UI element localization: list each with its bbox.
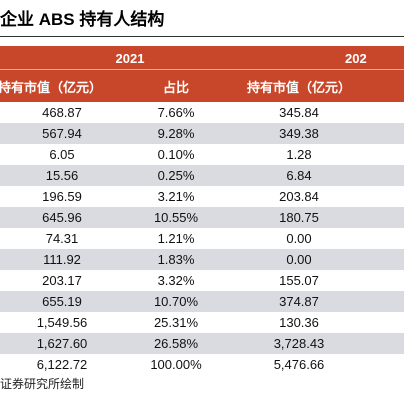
cell-share: 3.21% bbox=[157, 189, 195, 204]
table-row: 468.87 7.66% 345.84 bbox=[0, 102, 404, 123]
cell-holding-value-2021: 655.19 bbox=[42, 294, 82, 309]
table-row: 15.56 0.25% 6.84 bbox=[0, 165, 404, 186]
cell-holding-value-next: 5,476.66 bbox=[273, 357, 325, 372]
table-row: 74.31 1.21% 0.00 bbox=[0, 228, 404, 249]
cell-holding-value-next: 349.38 bbox=[279, 126, 319, 141]
cell-holding-value-next: 0.00 bbox=[286, 231, 312, 246]
cell-share: 7.66% bbox=[157, 105, 195, 120]
cell-holding-value-next: 374.87 bbox=[279, 294, 319, 309]
header-share: 占比 bbox=[162, 79, 189, 95]
table-row: 203.17 3.32% 155.07 bbox=[0, 270, 404, 291]
header-row-years: 2021 202 bbox=[0, 46, 404, 70]
cell-share: 1.83% bbox=[157, 252, 195, 267]
cell-holding-value-next: 1.28 bbox=[286, 147, 312, 162]
title-divider bbox=[0, 36, 404, 37]
cell-holding-value-next: 0.00 bbox=[286, 252, 312, 267]
table-row: 655.19 10.70% 374.87 bbox=[0, 291, 404, 312]
cell-holding-value-next: 130.36 bbox=[279, 315, 319, 330]
cell-holding-value-2021: 203.17 bbox=[42, 273, 82, 288]
header-holding-value-next: 持有市值（亿元） bbox=[246, 79, 351, 95]
cell-holding-value-2021: 645.96 bbox=[42, 210, 82, 225]
cell-holding-value-2021: 6,122.72 bbox=[36, 357, 88, 372]
header-row-columns: 持有市值（亿元） 占比 持有市值（亿元） bbox=[0, 70, 404, 102]
header-year-next: 202 bbox=[345, 50, 367, 66]
header-holding-value-2021: 持有市值（亿元） bbox=[0, 79, 102, 95]
cell-holding-value-next: 155.07 bbox=[279, 273, 319, 288]
table-row: 567.94 9.28% 349.38 bbox=[0, 123, 404, 144]
cell-holding-value-next: 345.84 bbox=[279, 105, 319, 120]
cell-share: 25.31% bbox=[153, 315, 199, 330]
cell-holding-value-2021: 1,627.60 bbox=[36, 336, 88, 351]
cell-share: 100.00% bbox=[150, 357, 202, 372]
cell-holding-value-next: 3,728.43 bbox=[273, 336, 325, 351]
cell-holding-value-next: 203.84 bbox=[279, 189, 319, 204]
cell-holding-value-2021: 468.87 bbox=[42, 105, 82, 120]
cell-share: 0.10% bbox=[157, 147, 195, 162]
cell-share: 0.25% bbox=[157, 168, 195, 183]
table-row: 6,122.72 100.00% 5,476.66 bbox=[0, 354, 404, 375]
cell-holding-value-next: 180.75 bbox=[279, 210, 319, 225]
cell-holding-value-2021: 196.59 bbox=[42, 189, 82, 204]
cell-holding-value-2021: 74.31 bbox=[45, 231, 79, 246]
cell-holding-value-2021: 567.94 bbox=[42, 126, 82, 141]
table-title: 企业 ABS 持有人结构 bbox=[0, 10, 165, 29]
cell-share: 10.70% bbox=[153, 294, 199, 309]
cell-share: 3.32% bbox=[157, 273, 195, 288]
cell-share: 1.21% bbox=[157, 231, 195, 246]
cell-holding-value-2021: 1,549.56 bbox=[36, 315, 88, 330]
cell-holding-value-2021: 111.92 bbox=[43, 252, 81, 267]
source-note: 证券研究所绘制 bbox=[0, 377, 85, 391]
table-row: 1,549.56 25.31% 130.36 bbox=[0, 312, 404, 333]
cell-holding-value-2021: 6.05 bbox=[49, 147, 75, 162]
table-row: 645.96 10.55% 180.75 bbox=[0, 207, 404, 228]
cell-share: 10.55% bbox=[153, 210, 199, 225]
header-year-2021: 2021 bbox=[115, 50, 145, 66]
cell-share: 26.58% bbox=[153, 336, 199, 351]
table-row: 196.59 3.21% 203.84 bbox=[0, 186, 404, 207]
cell-holding-value-2021: 15.56 bbox=[45, 168, 79, 183]
cell-holding-value-next: 6.84 bbox=[286, 168, 312, 183]
table-row: 6.05 0.10% 1.28 bbox=[0, 144, 404, 165]
cell-share: 9.28% bbox=[157, 126, 195, 141]
table-row: 111.92 1.83% 0.00 bbox=[0, 249, 404, 270]
table-row: 1,627.60 26.58% 3,728.43 bbox=[0, 333, 404, 354]
header-divider bbox=[0, 69, 404, 70]
